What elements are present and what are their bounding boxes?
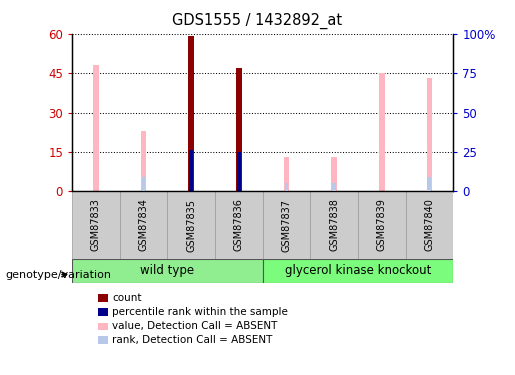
Bar [119,191,167,259]
Bar [332,183,336,191]
Text: GSM87833: GSM87833 [91,199,101,251]
Text: wild type: wild type [140,264,195,278]
Bar [358,191,405,259]
Bar [263,191,310,259]
Text: genotype/variation: genotype/variation [5,270,111,279]
Bar [284,157,289,191]
Bar [141,131,146,191]
Text: percentile rank within the sample: percentile rank within the sample [112,307,288,317]
Text: GSM87838: GSM87838 [329,199,339,251]
Bar [215,191,263,259]
Text: rank, Detection Call = ABSENT: rank, Detection Call = ABSENT [112,335,272,345]
Bar [236,68,242,191]
Bar [237,152,241,191]
Bar [427,177,431,191]
Text: GDS1555 / 1432892_at: GDS1555 / 1432892_at [173,13,342,29]
Text: GSM87834: GSM87834 [139,199,148,251]
Text: value, Detection Call = ABSENT: value, Detection Call = ABSENT [112,321,278,331]
Bar [310,191,358,259]
Bar [405,191,453,259]
Bar [263,259,453,283]
Text: GSM87835: GSM87835 [186,198,196,252]
Text: GSM87840: GSM87840 [424,199,434,251]
Text: GSM87839: GSM87839 [377,199,387,251]
Bar [188,36,194,191]
Text: GSM87836: GSM87836 [234,199,244,251]
Bar [167,191,215,259]
Bar [426,78,432,191]
Bar [72,259,263,283]
Bar [72,191,119,259]
Bar [142,177,145,191]
Bar [190,150,193,191]
Text: count: count [112,293,142,303]
Text: GSM87837: GSM87837 [282,198,291,252]
Bar [379,73,385,191]
Text: glycerol kinase knockout: glycerol kinase knockout [285,264,431,278]
Bar [331,157,337,191]
Bar [285,183,288,191]
Bar [93,65,99,191]
